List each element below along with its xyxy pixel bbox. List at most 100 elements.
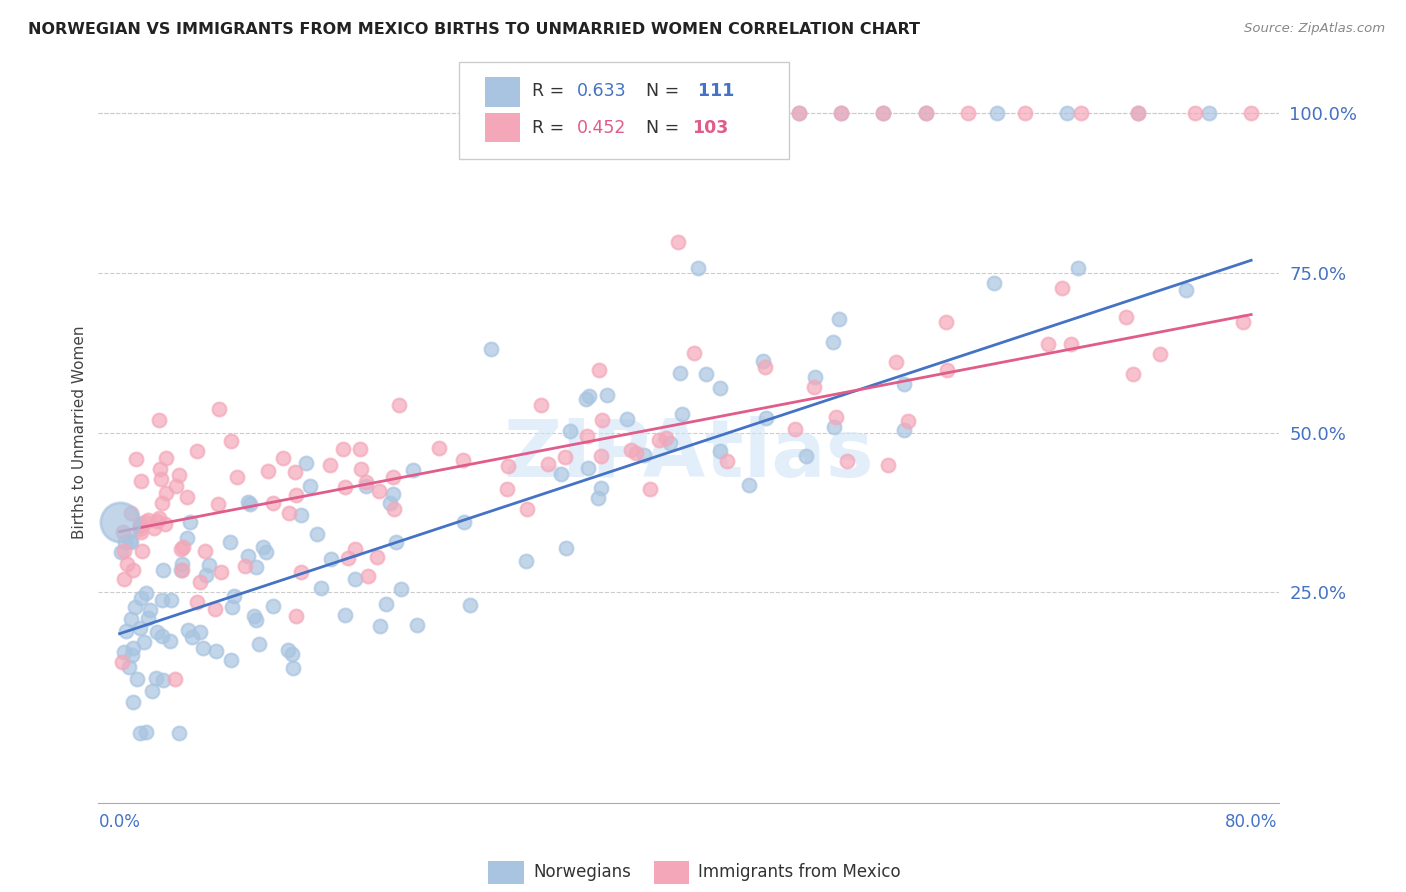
Point — [284, 465, 307, 479]
Point — [285, 608, 308, 623]
Point — [207, 497, 229, 511]
Point — [122, 696, 145, 710]
Point — [1014, 106, 1036, 120]
Bar — [485, 112, 520, 143]
Point — [357, 568, 380, 582]
Point — [738, 478, 761, 492]
Point — [343, 573, 366, 587]
Point — [129, 522, 152, 536]
Point — [1067, 260, 1090, 275]
Point — [378, 496, 401, 510]
Point — [897, 414, 920, 428]
Point — [170, 563, 193, 577]
Point — [307, 527, 329, 541]
Point — [125, 672, 148, 686]
Point — [136, 513, 159, 527]
Text: N =: N = — [647, 119, 685, 136]
Point — [176, 531, 198, 545]
Point — [576, 429, 599, 443]
Point — [239, 497, 262, 511]
Point — [219, 434, 242, 448]
Point — [177, 623, 200, 637]
Point — [703, 106, 725, 120]
Point — [238, 495, 260, 509]
Point — [204, 602, 226, 616]
Point — [172, 540, 194, 554]
Point — [145, 625, 167, 640]
Point — [349, 442, 371, 456]
Point — [884, 354, 907, 368]
Point — [427, 441, 450, 455]
Point — [1174, 283, 1197, 297]
Point — [129, 591, 152, 605]
Point — [367, 484, 389, 499]
Point — [285, 488, 308, 502]
Point — [533, 106, 555, 120]
Point — [120, 506, 142, 520]
Point — [616, 412, 638, 426]
Point — [118, 533, 141, 548]
Point — [132, 635, 155, 649]
Point — [198, 558, 221, 572]
Point — [787, 106, 810, 120]
Point — [915, 106, 938, 120]
Point — [588, 491, 610, 505]
Point — [709, 381, 731, 395]
Point — [120, 612, 142, 626]
Point — [350, 462, 373, 476]
Point — [309, 581, 332, 595]
Point — [935, 316, 957, 330]
Point — [125, 451, 148, 466]
Text: 0.452: 0.452 — [576, 119, 626, 136]
Point — [787, 106, 810, 120]
Point — [141, 684, 163, 698]
Point — [262, 496, 284, 510]
Point — [555, 541, 578, 555]
Point — [821, 335, 844, 350]
Text: NORWEGIAN VS IMMIGRANTS FROM MEXICO BIRTHS TO UNMARRIED WOMEN CORRELATION CHART: NORWEGIAN VS IMMIGRANTS FROM MEXICO BIRT… — [28, 22, 920, 37]
Point — [453, 516, 475, 530]
Point — [152, 673, 174, 687]
Point — [193, 641, 215, 656]
Point — [150, 629, 173, 643]
Point — [243, 609, 266, 624]
Point — [1240, 106, 1263, 120]
Point — [823, 419, 845, 434]
Point — [122, 563, 145, 577]
Point — [181, 630, 204, 644]
Point — [170, 557, 193, 571]
Point — [633, 448, 655, 462]
Point — [368, 618, 391, 632]
Point — [221, 599, 243, 614]
Point — [617, 106, 640, 120]
Point — [209, 565, 232, 579]
Point — [591, 481, 613, 495]
Point — [129, 516, 152, 531]
Point — [893, 423, 915, 437]
Point — [110, 545, 132, 559]
Point — [830, 106, 852, 120]
Point — [120, 535, 142, 549]
Point — [688, 261, 710, 276]
Point — [262, 599, 284, 613]
Point — [560, 424, 582, 438]
Point — [118, 660, 141, 674]
Point — [142, 521, 165, 535]
Point — [121, 640, 143, 655]
Point — [186, 443, 208, 458]
Point — [496, 458, 519, 473]
Text: R =: R = — [531, 119, 569, 136]
Point — [354, 478, 377, 492]
Point — [986, 106, 1008, 120]
Point — [194, 567, 217, 582]
Point — [374, 597, 396, 611]
Point — [112, 645, 135, 659]
Point — [915, 106, 938, 120]
Point — [277, 643, 299, 657]
Point — [872, 106, 894, 120]
Point — [1122, 367, 1144, 381]
Point — [575, 106, 598, 120]
Point — [803, 379, 825, 393]
Point — [245, 613, 267, 627]
Point — [754, 359, 776, 374]
